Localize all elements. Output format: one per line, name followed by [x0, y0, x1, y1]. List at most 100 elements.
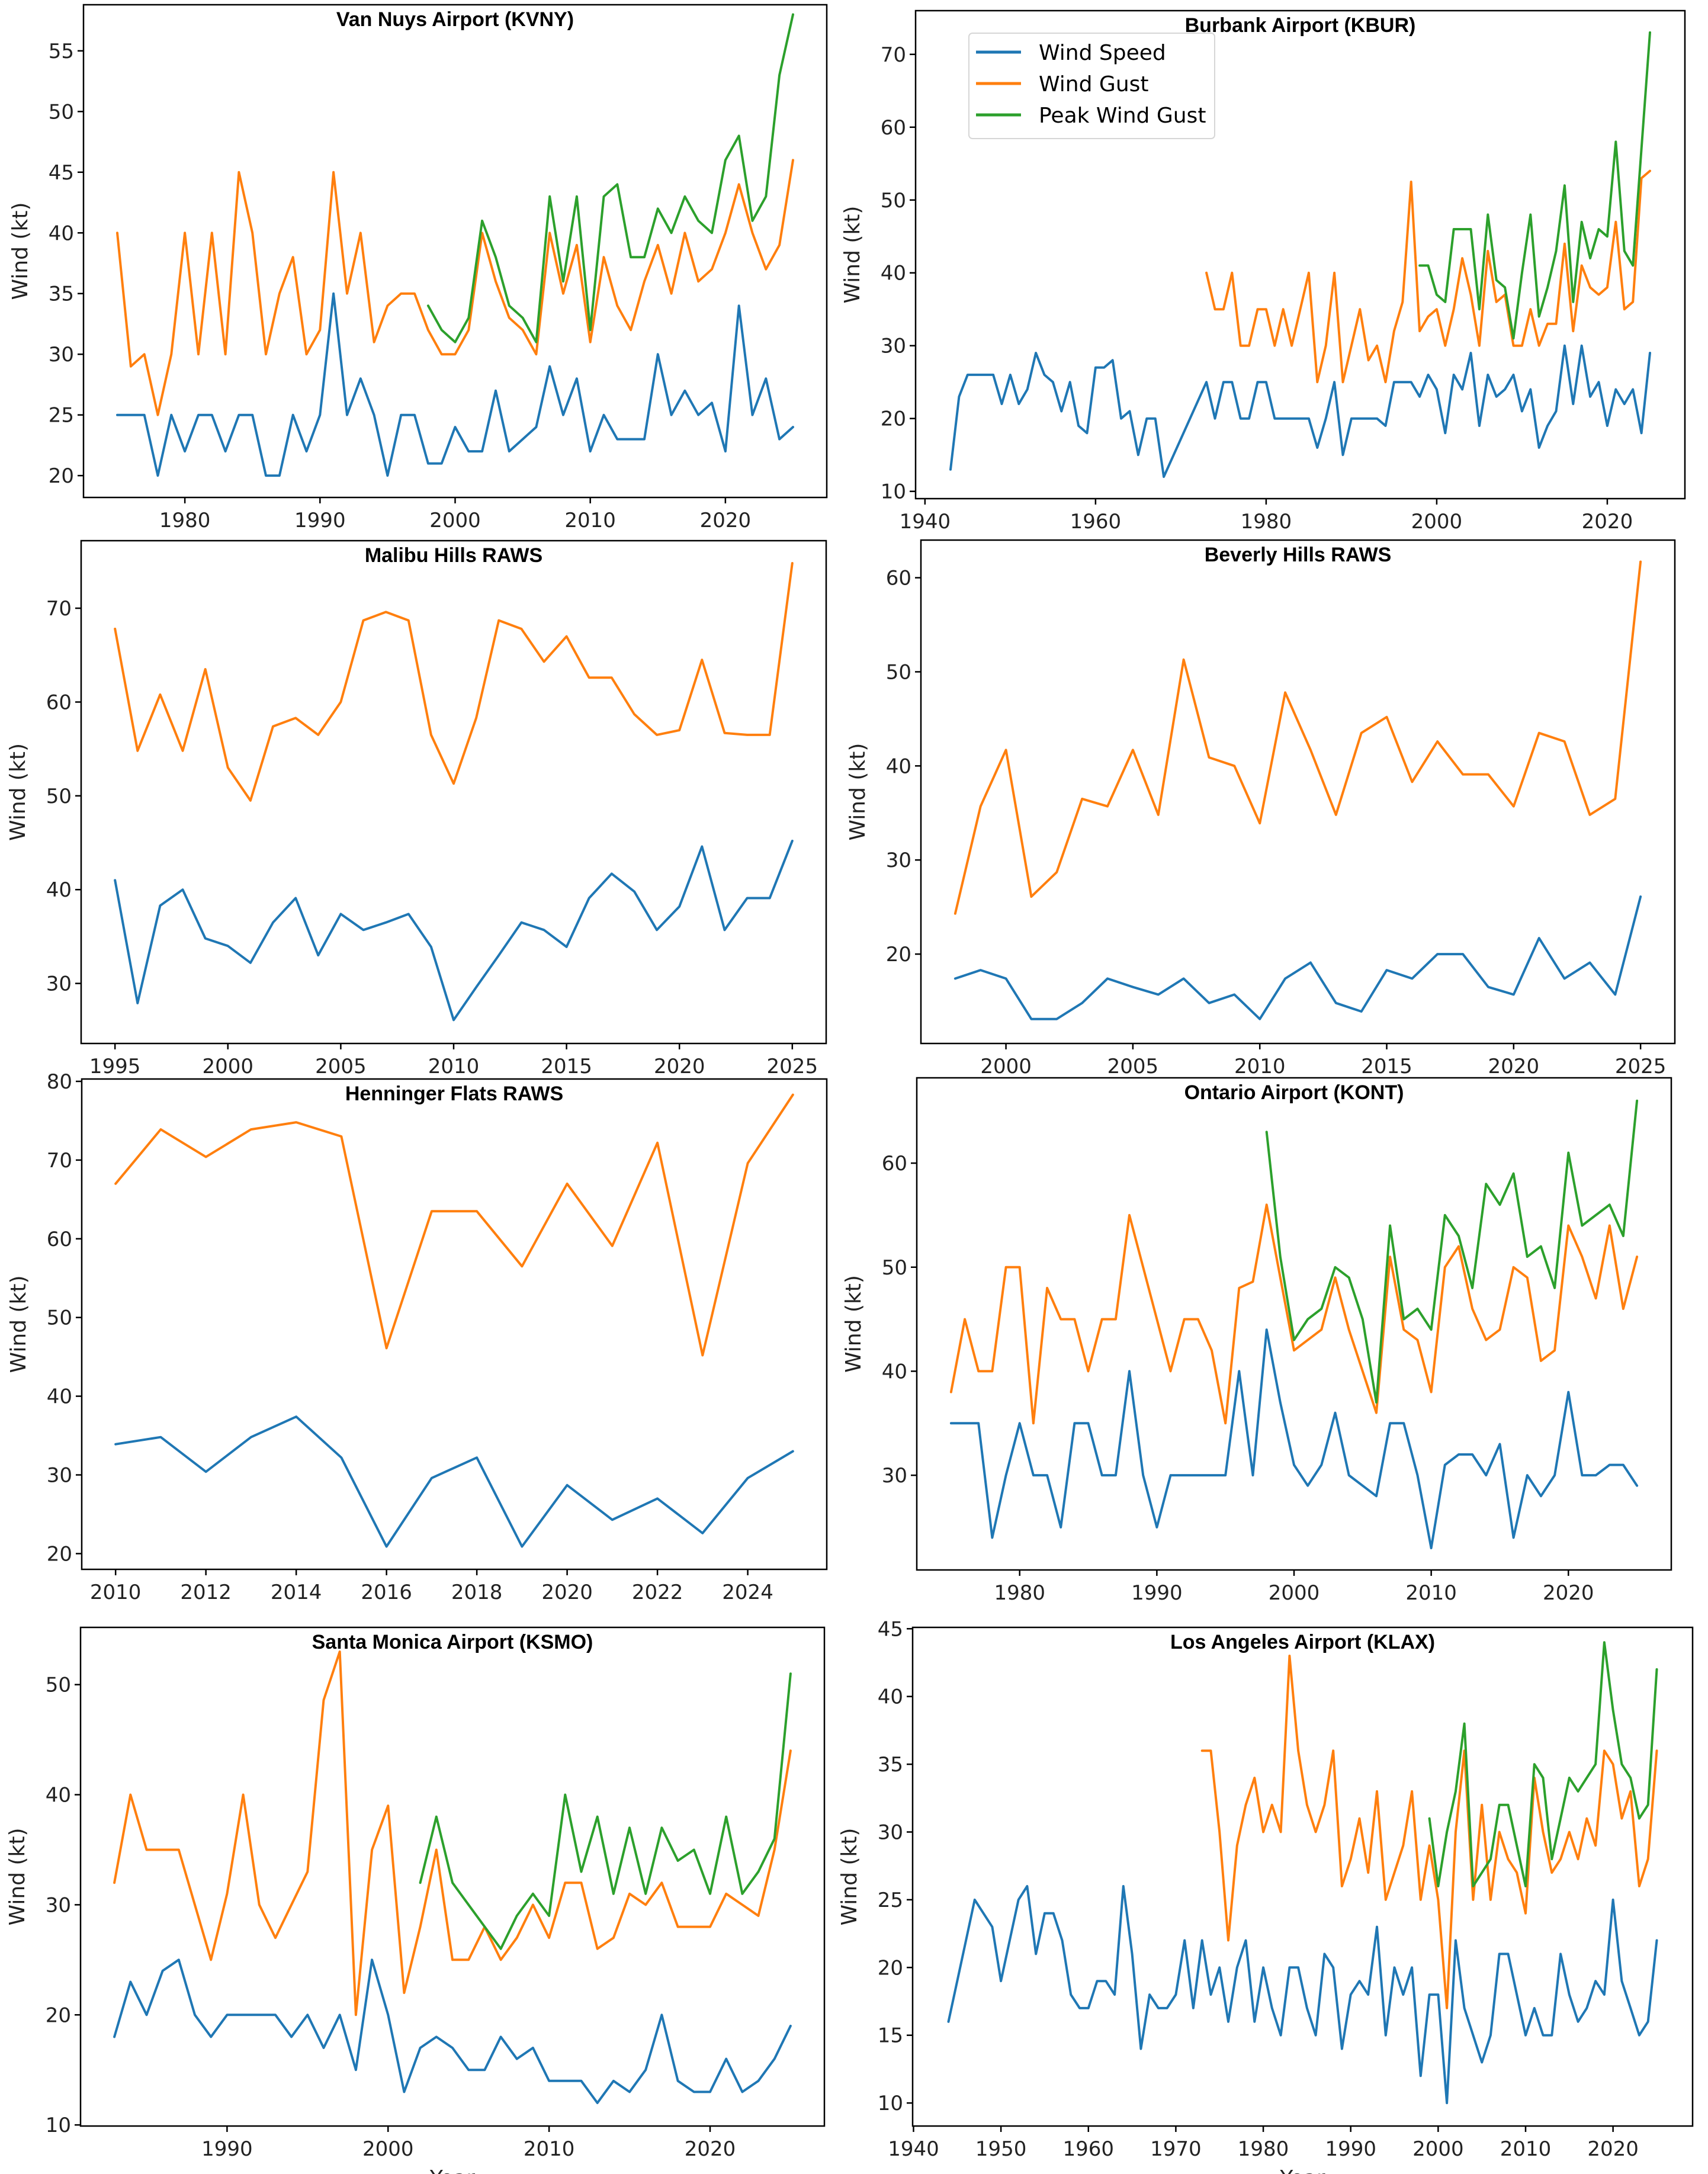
series-line-peak-wind-gust [1428, 1641, 1658, 1887]
x-tick-label: 2000 [429, 509, 481, 532]
series-line-peak-wind-gust [419, 1672, 792, 1950]
x-tick-label: 2018 [451, 1581, 503, 1604]
y-tick-label: 40 [882, 1360, 907, 1383]
y-axis-label: Wind (kt) [840, 206, 865, 304]
x-tick-label: 2022 [632, 1581, 683, 1604]
legend-label-peak-wind-gust: Peak Wind Gust [1039, 104, 1206, 128]
y-tick-label: 45 [878, 1617, 903, 1641]
x-tick-label: 2000 [1412, 2137, 1464, 2161]
y-tick-label: 10 [46, 2114, 71, 2137]
x-tick-label: 2010 [1405, 1581, 1457, 1605]
x-axis-label: Year [429, 2166, 475, 2174]
axes-frame [80, 540, 827, 1045]
axes-frame [81, 1078, 828, 1571]
x-tick-label: 1980 [994, 1581, 1045, 1605]
panel-title: Ontario Airport (KONT) [1184, 1081, 1404, 1104]
y-tick-label: 60 [886, 567, 911, 590]
x-tick-label: 1980 [159, 509, 211, 532]
y-tick-label: 40 [49, 221, 74, 245]
y-axis-label: Wind (kt) [6, 743, 30, 841]
x-tick-label: 2016 [361, 1581, 412, 1604]
series-line-wind-gust [113, 1650, 792, 2016]
y-tick-label: 40 [886, 754, 911, 778]
x-tick-label: 2015 [1361, 1055, 1412, 1078]
y-tick-label: 60 [46, 691, 72, 714]
y-axis-label: Wind (kt) [8, 203, 33, 300]
series-line-wind-gust [1200, 1655, 1658, 2009]
x-tick-label: 2024 [722, 1581, 773, 1604]
y-tick-label: 50 [882, 1256, 907, 1280]
panel-henninger-flats-raws: 2010 2012 2014 2016 2018 2020 2022 2024 20 30 40 50… [7, 1070, 828, 1604]
x-tick-label: 2000 [203, 1055, 254, 1078]
y-tick-label: 60 [881, 116, 906, 140]
x-tick-label: 2020 [1587, 2137, 1639, 2161]
x-tick-label: 1995 [89, 1055, 141, 1078]
y-tick-label: 30 [49, 343, 74, 367]
y-tick-label: 70 [881, 43, 906, 67]
x-tick-label: 1950 [975, 2137, 1027, 2161]
x-tick-label: 2005 [1107, 1055, 1159, 1078]
x-tick-label: 1990 [294, 509, 346, 532]
y-tick-label: 70 [47, 1149, 72, 1173]
y-tick-label: 30 [47, 1464, 72, 1488]
x-tick-label: 2010 [524, 2137, 575, 2161]
legend-label-wind-gust: Wind Gust [1039, 72, 1149, 97]
panel-title: Van Nuys Airport (KVNY) [336, 8, 574, 31]
x-tick-label: 2005 [315, 1055, 367, 1078]
x-tick-label: 2000 [1269, 1581, 1320, 1605]
y-tick-label: 20 [46, 2003, 71, 2027]
panel-malibu-hills-raws: 1995 2000 2005 2010 2015 2020 2025 30 40 50 60 70 Ma… [6, 540, 827, 1078]
y-tick-label: 35 [878, 1753, 903, 1777]
y-tick-label: 60 [47, 1228, 72, 1251]
x-tick-label: 2015 [541, 1055, 592, 1078]
y-tick-label: 40 [46, 1784, 71, 1807]
x-tick-label: 1980 [1238, 2137, 1289, 2161]
panel-title: Burbank Airport (KBUR) [1185, 14, 1416, 37]
x-tick-label: 2020 [700, 509, 752, 532]
y-tick-label: 50 [886, 660, 911, 684]
series-line-peak-wind-gust [426, 13, 794, 343]
x-axis-label: Year [1279, 2166, 1325, 2174]
y-tick-label: 30 [882, 1464, 907, 1488]
y-tick-label: 70 [46, 597, 72, 621]
series-line-wind-speed [116, 292, 794, 477]
x-tick-label: 2000 [980, 1055, 1032, 1078]
series-line-wind-gust [116, 159, 794, 416]
axes-frame [911, 1626, 1694, 2127]
x-tick-label: 2000 [362, 2137, 414, 2161]
x-tick-label: 2014 [271, 1581, 322, 1604]
panel-title: Santa Monica Airport (KSMO) [312, 1631, 593, 1653]
x-tick-label: 2010 [90, 1581, 142, 1604]
y-tick-label: 15 [878, 2024, 903, 2048]
legend-box [968, 33, 1215, 139]
x-tick-label: 2010 [564, 509, 616, 532]
series-line-wind-gust [114, 562, 794, 802]
y-tick-label: 50 [49, 100, 74, 124]
y-tick-label: 30 [46, 972, 72, 996]
x-tick-label: 1980 [1241, 510, 1292, 534]
x-tick-label: 2020 [1488, 1055, 1540, 1078]
y-tick-label: 25 [49, 404, 74, 428]
y-tick-label: 40 [881, 262, 906, 285]
panel-beverly-hills-raws: 2000 2005 2010 2015 2020 20252030405060Beverl… [846, 539, 1676, 1078]
y-tick-label: 10 [878, 2092, 903, 2115]
y-tick-label: 30 [878, 1820, 903, 1844]
panel-los-angeles-airport-klax: 1940 1950 1960 1970 1980 1990 2000 2010 2020 10 15… [837, 1617, 1694, 2174]
x-tick-label: 1990 [201, 2137, 253, 2161]
series-line-wind-speed [947, 1885, 1658, 2105]
series-line-wind-gust [953, 560, 1642, 915]
y-tick-label: 25 [878, 1889, 903, 1912]
x-tick-label: 1960 [1063, 2137, 1115, 2161]
legend: Wind Speed Wind Gust Peak Wind Gust [968, 33, 1215, 139]
panel-burbank-airport-kbur: 1940 1960 1980 2000 2020 10 20 30 40 50 60 70 Burban… [840, 9, 1686, 534]
y-axis-label: Wind (kt) [837, 1828, 862, 1926]
x-tick-label: 2025 [767, 1055, 818, 1078]
y-tick-label: 50 [881, 189, 906, 213]
y-tick-label: 20 [881, 407, 906, 431]
x-tick-label: 2010 [1500, 2137, 1552, 2161]
y-tick-label: 20 [886, 943, 911, 966]
series-line-peak-wind-gust [1418, 31, 1651, 340]
x-tick-label: 2012 [180, 1581, 232, 1604]
panel-title: Los Angeles Airport (KLAX) [1170, 1631, 1435, 1653]
